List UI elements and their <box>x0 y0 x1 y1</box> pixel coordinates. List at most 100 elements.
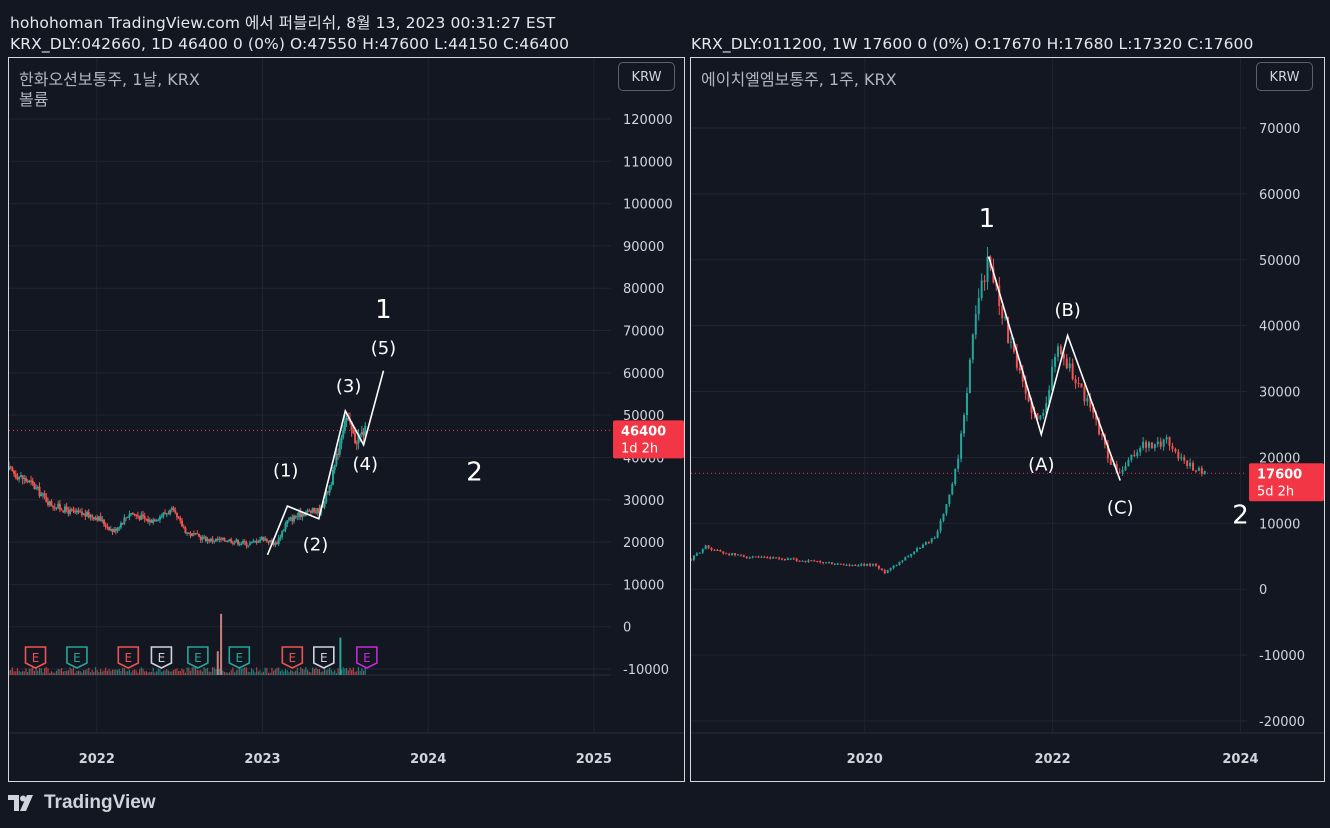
left-candle-body <box>77 510 80 513</box>
left-chart[interactable]: E E E E E E E E E (1) (2) (3) (4) (5) 1 2 120000 110000 10… <box>9 58 684 781</box>
right-candle-body <box>1121 470 1124 473</box>
right-candle-body <box>719 550 722 552</box>
right-candle-body <box>1194 470 1197 472</box>
left-volume-bar <box>21 670 24 675</box>
left-candle-body <box>277 537 280 544</box>
left-candle-body <box>40 493 43 497</box>
right-chart[interactable]: 1 (B) (A) (C) 2 70000 60000 50000 40000 30000 2000… <box>691 58 1324 781</box>
left-y-tick-label: -10000 <box>623 663 669 678</box>
left-candle-body <box>192 533 195 535</box>
left-volume-bar <box>228 672 231 675</box>
left-volume-bar <box>144 671 146 675</box>
right-candle-body <box>778 557 781 559</box>
right-candle-body <box>766 557 769 559</box>
left-candle-body <box>92 517 95 520</box>
right-x-tick-label: 2024 <box>1222 752 1258 767</box>
left-volume-bar <box>33 670 36 675</box>
left-volume-bar <box>110 671 112 675</box>
right-candle-body <box>775 557 778 559</box>
left-volume-bar <box>313 668 315 675</box>
left-earnings-label: E <box>236 651 244 665</box>
right-candle-body <box>1036 413 1039 420</box>
right-candle-body <box>921 544 924 549</box>
right-candle-body <box>739 554 742 556</box>
left-volume-bar <box>135 670 137 675</box>
right-candle-body <box>901 560 904 562</box>
right-candle-body <box>1098 419 1101 435</box>
left-candle-body <box>131 513 134 515</box>
left-candle-body <box>138 516 141 520</box>
left-earnings-label: E <box>289 651 297 665</box>
left-candle-body <box>164 512 167 515</box>
right-candle-body <box>883 570 886 574</box>
left-earnings-label: E <box>158 651 166 665</box>
right-candle-body <box>1189 462 1192 467</box>
left-volume-bar <box>54 672 56 675</box>
left-candle-body <box>259 539 262 542</box>
left-volume-bar <box>174 669 176 675</box>
right-candle-body <box>918 548 921 550</box>
publish-info: hohohoman TradingView.com 에서 퍼블리쉬, 8월 13… <box>10 14 556 32</box>
left-candle-body <box>33 483 36 489</box>
right-candle-body <box>898 561 901 565</box>
left-volume-bar <box>266 668 268 675</box>
left-candle-body <box>315 511 318 513</box>
right-candle-body <box>1139 448 1142 453</box>
left-candle-body <box>240 543 243 545</box>
left-volume-bar <box>67 670 69 675</box>
left-candle-body <box>355 443 358 445</box>
left-candle-body <box>272 542 275 546</box>
right-candle-body <box>1083 387 1086 402</box>
right-y-tick-label: -10000 <box>1259 649 1305 664</box>
left-volume-bar <box>359 671 361 675</box>
left-volume-bar <box>354 671 356 675</box>
left-candle-body <box>269 540 272 543</box>
right-candle-body <box>924 542 927 545</box>
left-volume-bar <box>137 672 139 675</box>
tradingview-logo[interactable]: TradingView <box>8 792 156 814</box>
left-candle-body <box>57 503 60 508</box>
right-wave-label: 2 <box>1232 500 1249 530</box>
left-candle-body <box>270 540 273 543</box>
right-candle-body <box>1177 451 1180 459</box>
left-candle-body <box>113 529 116 533</box>
left-volume-bar <box>150 671 153 675</box>
left-volume-bar <box>279 671 282 675</box>
right-candle-body <box>816 560 819 562</box>
left-volume-bar <box>306 670 309 675</box>
left-chart-panel[interactable]: E E E E E E E E E (1) (2) (3) (4) (5) 1 2 120000 110000 10… <box>8 57 685 782</box>
left-candle-body <box>87 511 90 518</box>
right-chart-panel[interactable]: 1 (B) (A) (C) 2 70000 60000 50000 40000 30000 2000… <box>690 57 1325 782</box>
left-price-axis-bg <box>611 58 684 781</box>
left-candle-body <box>63 506 66 513</box>
right-candle-body <box>977 298 980 315</box>
left-candle-body <box>21 475 24 480</box>
right-candle-body <box>1007 317 1010 343</box>
left-candle-body <box>177 516 180 519</box>
left-candle-body <box>262 537 265 541</box>
left-volume-bar <box>227 672 229 675</box>
right-currency-button[interactable]: KRW <box>1256 62 1313 91</box>
left-currency-button[interactable]: KRW <box>618 62 675 91</box>
left-candle-body <box>213 541 216 543</box>
right-candle-body <box>886 570 889 574</box>
left-candle-body <box>28 480 31 483</box>
right-candle-body <box>836 563 839 565</box>
left-candle-body <box>252 540 255 542</box>
right-candle-body <box>1071 363 1074 380</box>
right-candle-body <box>1130 454 1133 460</box>
right-candle-body <box>1021 370 1024 382</box>
left-chart-title: 한화오션보통주, 1날, KRX <box>19 70 200 89</box>
left-candle-body <box>41 493 44 495</box>
right-candle-body <box>930 538 933 543</box>
left-volume-bar <box>71 669 73 675</box>
right-candle-body <box>1001 306 1004 319</box>
right-candle-body <box>1118 472 1121 474</box>
right-chart-title-block: 에이치엘엠보통주, 1주, KRX <box>701 70 897 90</box>
right-candle-body <box>781 558 784 560</box>
left-candle-body <box>89 515 92 518</box>
left-volume-bar <box>38 668 41 675</box>
left-candle-body <box>279 536 282 538</box>
left-candle-body <box>221 537 224 540</box>
right-candle-body <box>1089 398 1092 408</box>
